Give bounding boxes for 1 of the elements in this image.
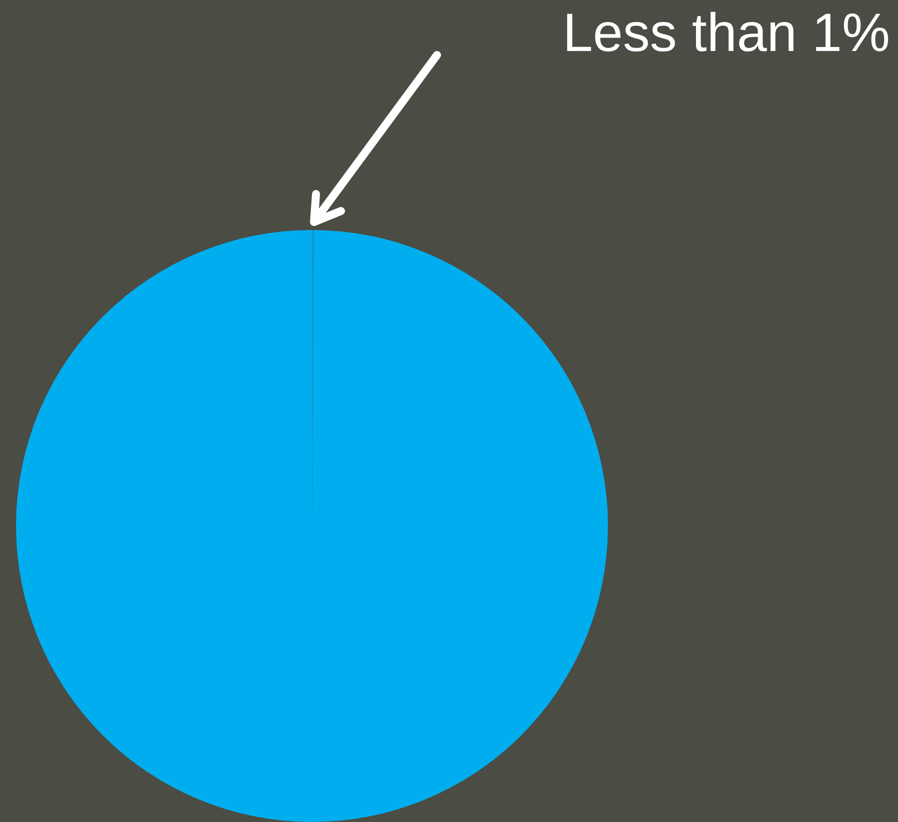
text: Less than 1% (562, 2, 890, 64)
